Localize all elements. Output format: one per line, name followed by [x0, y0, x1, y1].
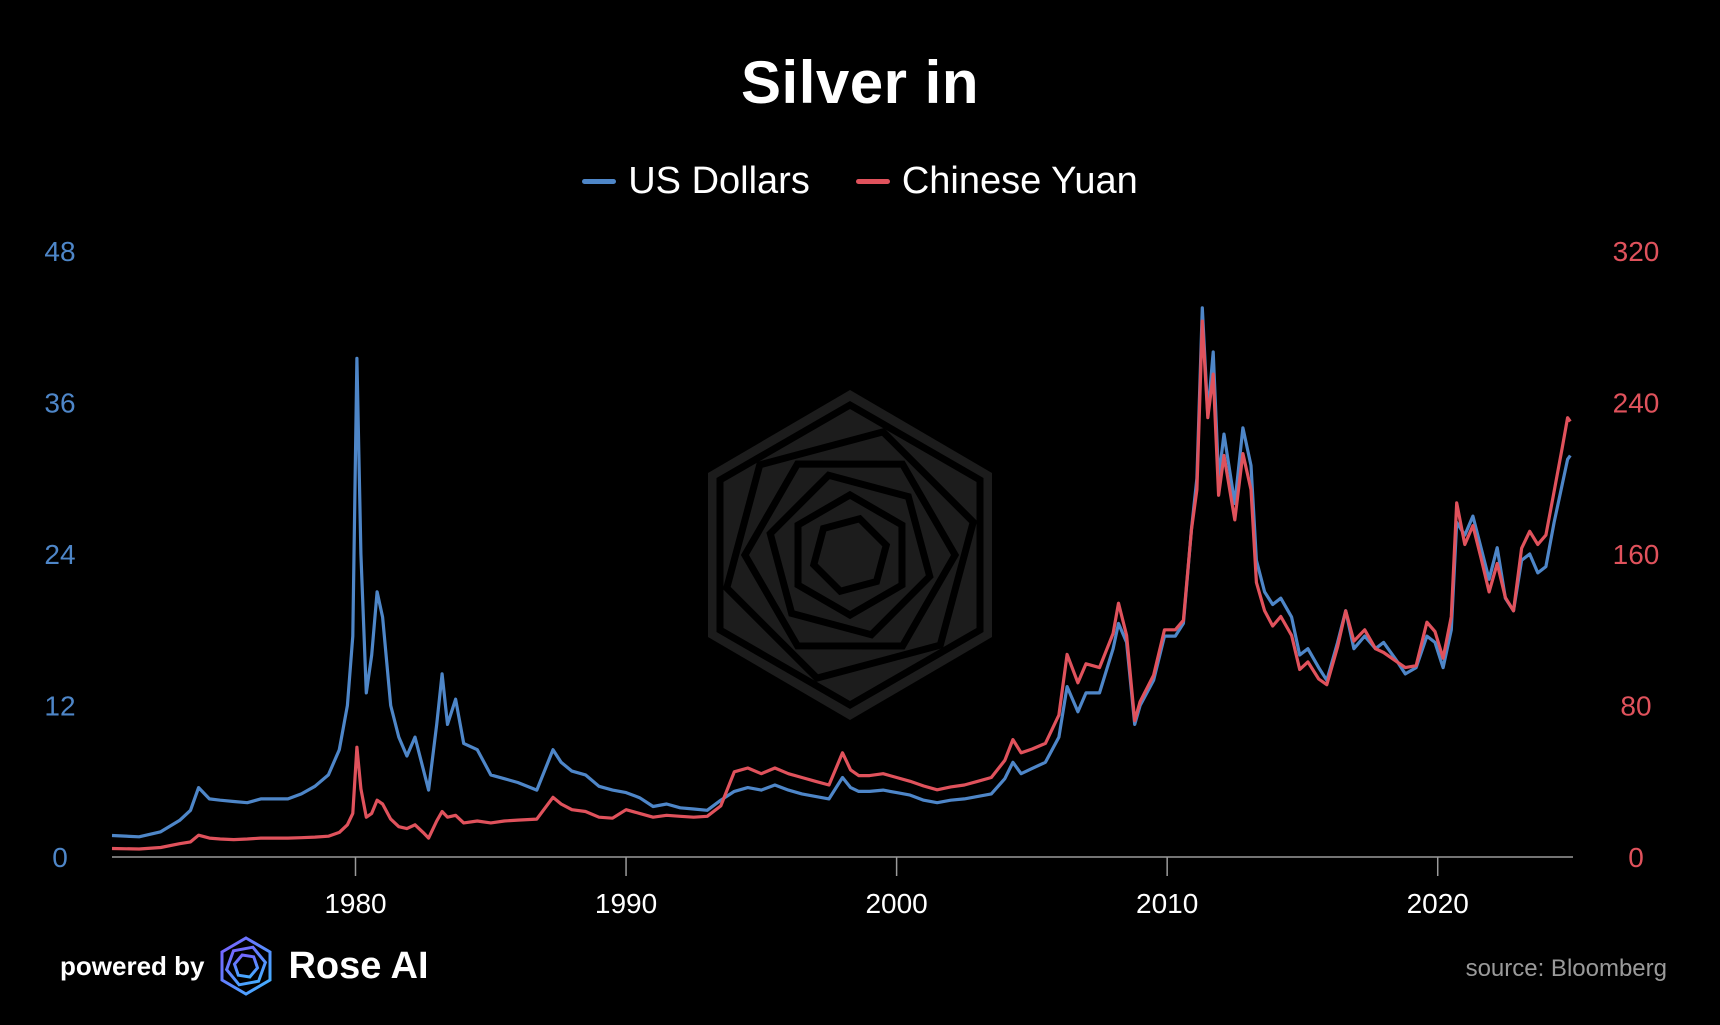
legend-label-cny: Chinese Yuan — [901, 160, 1138, 202]
watermark-ring — [716, 400, 984, 710]
watermark-ring — [766, 471, 934, 639]
rose-ai-logo-icon — [220, 936, 272, 996]
y-left-tick-label: 24 — [44, 539, 75, 570]
x-tick-label: 2000 — [865, 888, 927, 919]
watermark-ring — [740, 460, 960, 650]
brand-name: Rose AI — [288, 944, 429, 987]
y-right-tick-label: 0 — [1628, 842, 1644, 873]
x-tick-label: 2010 — [1136, 888, 1198, 919]
footer-brand: powered by Rose AI — [60, 936, 429, 996]
legend-swatch-usd — [582, 179, 617, 184]
legend-label-usd: US Dollars — [628, 160, 810, 202]
y-right-tick-label: 320 — [1613, 236, 1660, 267]
y-left-tick-label: 48 — [44, 236, 75, 267]
y-left-tick-label: 12 — [44, 691, 75, 722]
y-left-tick-label: 0 — [52, 842, 68, 873]
y-right-tick-label: 240 — [1613, 388, 1660, 419]
watermark-ring — [794, 490, 906, 620]
x-tick-label: 2020 — [1407, 888, 1469, 919]
y-right-tick-label: 160 — [1613, 539, 1660, 570]
powered-by-label: powered by — [60, 950, 205, 981]
watermark-ring — [809, 514, 891, 596]
legend-swatch-cny — [855, 179, 890, 184]
x-tick-label: 1980 — [324, 888, 386, 919]
series-line-cny — [111, 319, 1572, 851]
watermark-ring — [722, 427, 978, 683]
legend: US Dollars Chinese Yuan — [0, 160, 1720, 203]
legend-item-usd: US Dollars — [582, 160, 810, 203]
y-left-tick-label: 36 — [44, 388, 75, 419]
x-tick-label: 1990 — [595, 888, 657, 919]
chart-title: Silver in — [741, 49, 979, 116]
y-right-tick-label: 80 — [1620, 691, 1651, 722]
watermark-logo-icon — [708, 390, 992, 720]
series-line-usd — [111, 306, 1572, 839]
legend-item-cny: Chinese Yuan — [855, 160, 1138, 203]
source-label: source: Bloomberg — [1465, 955, 1667, 982]
